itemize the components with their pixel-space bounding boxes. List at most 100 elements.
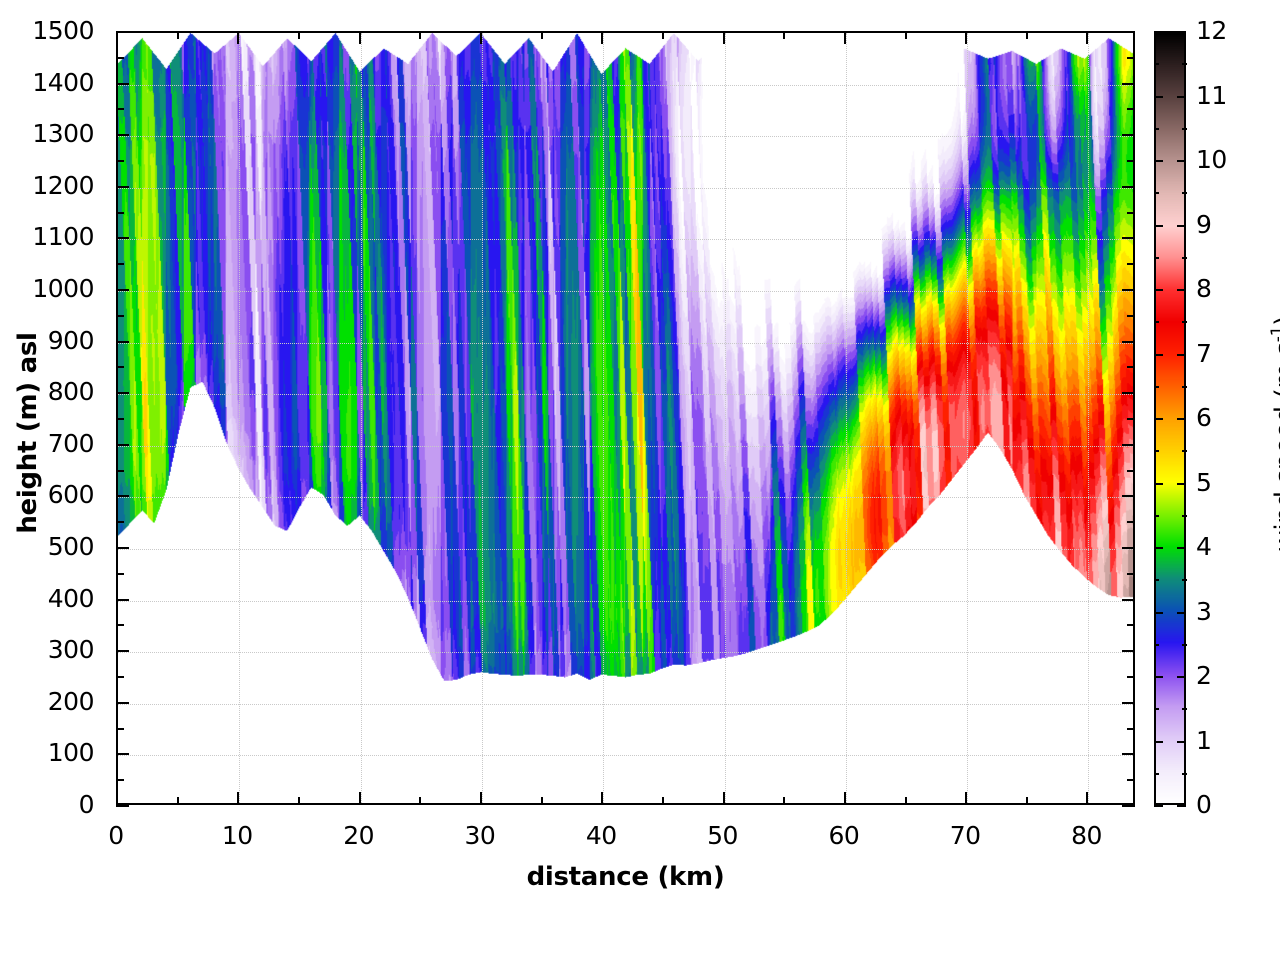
y-tick-label: 200 [47,686,95,716]
y-tick-minor [116,314,124,317]
y-tick-major-right [1122,185,1135,188]
y-tick-minor [116,521,124,524]
colorbar-tick [1154,95,1163,98]
y-tick-minor-right [1127,56,1135,59]
y-tick-minor [116,469,124,472]
y-axis-title: height (m) asl [13,332,43,534]
colorbar-tick [1182,63,1187,66]
x-tick-major-top [358,31,361,44]
gridline-vertical [1088,33,1090,803]
y-tick-label: 1000 [32,274,94,303]
colorbar-title-text: wind speed (m s [1269,342,1280,552]
x-tick-label: 50 [707,821,738,850]
colorbar-tick [1182,450,1187,453]
gridline-horizontal [118,703,1133,705]
y-tick-major [116,289,129,291]
gridline-horizontal [118,342,1133,344]
colorbar-tick [1177,740,1186,743]
colorbar-tick [1154,160,1163,162]
x-tick-major [479,792,482,805]
x-tick-label: 10 [221,821,253,850]
x-tick-major-top [237,31,240,44]
y-tick-minor [116,727,124,730]
y-tick-major-right [1122,392,1135,395]
x-tick-label: 40 [585,821,617,850]
wind-speed-cross-section [118,33,1133,803]
gridline-horizontal [118,136,1133,138]
x-tick-label: 30 [464,821,496,850]
colorbar-title-exponent: -1 [1268,325,1280,343]
y-tick-major [116,82,129,85]
colorbar-tick-label: 2 [1196,661,1212,690]
x-tick-major [116,792,118,805]
y-tick-major-right [1122,289,1135,291]
y-tick-major-right [1122,237,1135,240]
y-tick-minor [116,418,124,420]
colorbar-tick [1177,676,1186,678]
x-tick-minor-top [419,31,422,39]
colorbar-tick [1177,160,1186,162]
x-tick-label: 0 [108,821,124,850]
gridline-vertical [603,33,605,803]
colorbar-tick [1154,321,1159,324]
colorbar-tick [1154,611,1163,614]
y-tick-minor [116,572,124,575]
gridline-horizontal [118,394,1133,396]
y-tick-minor-right [1127,521,1135,524]
colorbar-tick-label: 5 [1196,467,1212,497]
gridline-vertical [845,33,847,803]
y-tick-major [116,31,129,33]
colorbar-tick [1177,482,1186,485]
colorbar-tick [1154,676,1163,678]
gridline-vertical [724,33,726,803]
colorbar-tick [1182,385,1187,388]
colorbar-tick-label: 4 [1196,532,1212,561]
colorbar-tick [1154,127,1159,130]
colorbar-tick [1182,256,1187,259]
y-tick-major-right [1122,753,1135,756]
colorbar-tick [1154,450,1159,453]
colorbar-tick [1182,579,1187,582]
colorbar-tick [1154,740,1163,743]
x-tick-label: 20 [343,821,375,850]
y-tick-minor-right [1127,211,1135,214]
x-tick-minor-top [1025,31,1028,39]
x-tick-minor [540,797,543,805]
colorbar-tick [1182,192,1187,195]
y-tick-minor-right [1127,727,1135,730]
y-tick-major [116,650,129,653]
colorbar-tick [1177,611,1186,614]
y-tick-label: 600 [47,480,95,510]
colorbar-tick-label: 9 [1196,209,1212,239]
y-tick-major [116,340,129,343]
y-tick-major-right [1122,598,1135,601]
y-tick-minor-right [1127,469,1135,472]
colorbar-tick [1154,31,1163,33]
x-tick-minor [783,797,786,805]
x-tick-minor [176,797,179,805]
y-tick-label: 700 [47,428,95,458]
y-tick-major-right [1122,31,1135,33]
y-tick-major-right [1122,805,1135,807]
gridline-horizontal [118,755,1133,757]
colorbar-tick-label: 12 [1196,16,1227,45]
colorbar-tick [1182,514,1187,517]
y-tick-major [116,547,129,549]
plot-area [116,31,1135,805]
x-tick-major [965,792,968,805]
colorbar-tick [1177,31,1186,33]
colorbar-tick [1154,353,1163,356]
colorbar-tick [1154,514,1159,517]
x-tick-minor [1025,797,1028,805]
gridline-horizontal [118,84,1133,86]
y-tick-major-right [1122,701,1135,704]
y-tick-minor-right [1127,624,1135,627]
x-tick-minor-top [661,31,664,39]
x-tick-label: 60 [828,821,860,850]
y-tick-major-right [1122,340,1135,343]
x-tick-major [237,792,240,805]
y-tick-major [116,392,129,395]
gridline-vertical [481,33,483,803]
gridline-horizontal [118,549,1133,550]
